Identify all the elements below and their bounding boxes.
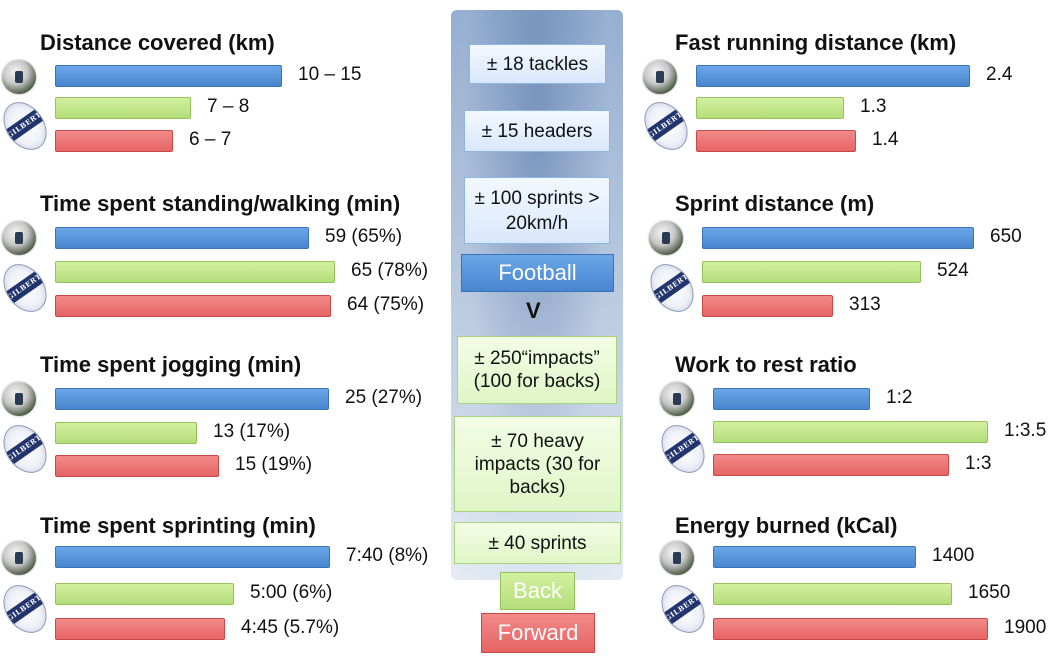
bar-football	[55, 227, 309, 249]
football-icon	[2, 221, 36, 255]
value-label-back: 1.3	[860, 96, 887, 117]
fact-heavy-impacts: ± 70 heavy impacts (30 for backs)	[454, 416, 621, 512]
value-label-forward: 4:45 (5.7%)	[241, 617, 340, 638]
bar-back	[55, 583, 234, 605]
value-label-back: 5:00 (6%)	[250, 582, 333, 603]
bar-back	[713, 421, 988, 443]
value-label-forward: 6 – 7	[189, 129, 232, 150]
football-icon	[2, 541, 36, 575]
bar-forward	[713, 618, 988, 640]
bar-football	[55, 65, 282, 87]
rugby-ball-icon: GILBERT	[0, 93, 56, 159]
value-label-football: 2.4	[986, 64, 1013, 85]
football-icon	[649, 221, 683, 255]
fact-tackles: ± 18 tackles	[469, 44, 606, 84]
chart-title: Fast running distance (km)	[675, 30, 957, 55]
rugby-ball-icon: GILBERT	[635, 93, 697, 159]
value-label-forward: 1.4	[872, 129, 899, 150]
vs-label: V	[526, 298, 541, 323]
bar-football	[55, 546, 330, 568]
bar-football	[713, 388, 870, 410]
value-label-football: 650	[990, 226, 1022, 247]
rugby-ball-icon: GILBERT	[0, 416, 56, 482]
bar-forward	[55, 455, 219, 477]
legend-forward: Forward	[481, 613, 595, 653]
value-label-back: 65 (78%)	[351, 260, 429, 281]
value-label-forward: 1:3	[965, 453, 992, 474]
fact-headers: ± 15 headers	[464, 110, 610, 152]
legend-football: Football	[461, 254, 614, 292]
value-label-back: 13 (17%)	[213, 421, 291, 442]
value-label-back: 524	[937, 260, 969, 281]
bar-forward	[55, 618, 225, 640]
chart-title: Distance covered (km)	[40, 30, 275, 55]
chart-title: Work to rest ratio	[675, 352, 857, 377]
bar-forward	[55, 295, 331, 317]
football-icon	[660, 382, 694, 416]
bar-football	[55, 388, 329, 410]
rugby-ball-icon: GILBERT	[652, 416, 714, 482]
value-label-back: 1:3.5	[1004, 420, 1047, 441]
value-label-football: 7:40 (8%)	[346, 545, 429, 566]
bar-back	[55, 97, 191, 119]
chart-title: Energy burned (kCal)	[675, 513, 898, 538]
legend-back: Back	[500, 572, 575, 610]
bar-forward	[55, 130, 173, 152]
value-label-forward: 313	[849, 294, 881, 315]
value-label-football: 1:2	[886, 387, 913, 408]
value-label-forward: 1900	[1004, 617, 1047, 638]
fact-sprints-rugby: ± 40 sprints	[454, 522, 621, 564]
chart-title: Sprint distance (m)	[675, 191, 875, 216]
bar-back	[702, 261, 921, 283]
bar-forward	[702, 295, 833, 317]
bar-back	[713, 583, 952, 605]
football-icon	[2, 382, 36, 416]
football-icon	[643, 60, 677, 94]
bar-forward	[696, 130, 856, 152]
value-label-football: 10 – 15	[298, 64, 362, 85]
fact-impacts: ± 250“impacts” (100 for backs)	[457, 336, 617, 404]
value-label-back: 7 – 8	[207, 96, 250, 117]
chart-title: Time spent jogging (min)	[40, 352, 302, 377]
rugby-ball-icon: GILBERT	[0, 255, 56, 321]
football-icon	[2, 60, 36, 94]
value-label-football: 59 (65%)	[325, 226, 403, 247]
value-label-forward: 64 (75%)	[347, 294, 425, 315]
rugby-ball-icon: GILBERT	[652, 576, 714, 642]
value-label-football: 1400	[932, 545, 975, 566]
chart-title: Time spent standing/walking (min)	[40, 191, 401, 216]
bar-back	[55, 261, 335, 283]
rugby-ball-icon: GILBERT	[0, 576, 56, 642]
football-icon	[660, 541, 694, 575]
bar-forward	[713, 454, 949, 476]
bar-football	[713, 546, 916, 568]
rugby-ball-icon: GILBERT	[641, 255, 703, 321]
bar-back	[55, 422, 197, 444]
bar-back	[696, 97, 844, 119]
fact-sprints-football: ± 100 sprints > 20km/h	[464, 177, 610, 244]
bar-football	[696, 65, 970, 87]
value-label-forward: 15 (19%)	[235, 454, 313, 475]
value-label-football: 25 (27%)	[345, 387, 423, 408]
chart-title: Time spent sprinting (min)	[40, 513, 316, 538]
value-label-back: 1650	[968, 582, 1011, 603]
bar-football	[702, 227, 974, 249]
